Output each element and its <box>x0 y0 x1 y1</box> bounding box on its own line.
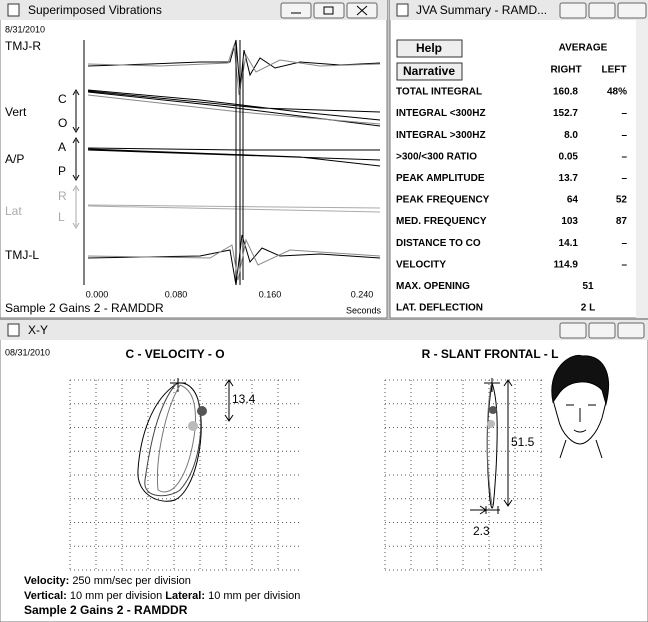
scrollbar[interactable] <box>636 20 648 318</box>
window-controls[interactable] <box>560 3 646 18</box>
window-title: Superimposed Vibrations <box>28 3 162 17</box>
vibrations-window <box>0 0 387 318</box>
channel-label: O <box>58 116 67 130</box>
channel-label: R <box>58 189 67 203</box>
row-right: 14.1 <box>559 238 579 249</box>
button-label[interactable]: Narrative <box>403 64 455 78</box>
x-tick-label: 0.160 <box>259 289 282 299</box>
channel-label: Lat <box>5 204 22 218</box>
titlebar <box>0 320 648 340</box>
screen: Superimposed Vibrations 8/31/2010 TMJ-R … <box>0 0 648 622</box>
row-left: – <box>621 238 627 249</box>
window-controls[interactable] <box>281 3 377 18</box>
column-header: LEFT <box>602 65 627 76</box>
row-label: INTEGRAL <300HZ <box>396 108 486 119</box>
scale-note: Velocity: 250 mm/sec per division <box>24 575 191 587</box>
row-label: MED. FREQUENCY <box>396 216 487 227</box>
row-label: >300/<300 RATIO <box>396 151 477 162</box>
row-label: PEAK FREQUENCY <box>396 195 490 206</box>
x-tick-label: 0.080 <box>165 289 188 299</box>
row-label: LAT. DEFLECTION <box>396 303 483 314</box>
row-label: INTEGRAL >300HZ <box>396 130 486 141</box>
scale-label: Lateral: <box>165 590 205 602</box>
window-title: X-Y <box>28 323 48 337</box>
row-left: – <box>621 108 627 119</box>
row-value: 2 L <box>581 303 595 314</box>
annotation: 13.4 <box>232 392 256 406</box>
date: 08/31/2010 <box>5 347 50 357</box>
window-icon <box>397 4 408 16</box>
row-left: – <box>621 151 627 162</box>
row-left: – <box>621 173 627 184</box>
channel-label: A <box>58 140 66 154</box>
column-header: AVERAGE <box>559 43 608 54</box>
scale-text: 10 mm per division <box>208 590 300 602</box>
annotation: 51.5 <box>511 435 535 449</box>
channel-label: TMJ-R <box>5 39 41 53</box>
row-label: PEAK AMPLITUDE <box>396 173 485 184</box>
footer: Sample 2 Gains 2 - RAMDDR <box>24 603 188 617</box>
row-label: VELOCITY <box>396 259 446 270</box>
channel-label: A/P <box>5 152 24 166</box>
row-left: 52 <box>616 195 628 206</box>
row-left: – <box>621 130 627 141</box>
date: 8/31/2010 <box>5 24 45 34</box>
row-label: TOTAL INTEGRAL <box>396 87 482 98</box>
row-right: 160.8 <box>553 87 578 98</box>
row-label: MAX. OPENING <box>396 281 470 292</box>
row-right: 0.05 <box>559 151 579 162</box>
row-value: 51 <box>582 281 594 292</box>
footer: Sample 2 Gains 2 - RAMDDR <box>5 301 164 315</box>
scale-text: 250 mm/sec per division <box>72 575 191 587</box>
row-right: 152.7 <box>553 108 578 119</box>
row-right: 114.9 <box>554 259 579 270</box>
channel-label: P <box>58 164 66 178</box>
channel-label: TMJ-L <box>5 248 39 262</box>
row-left: 48% <box>607 87 627 98</box>
row-label: DISTANCE TO CO <box>396 238 481 249</box>
row-left: – <box>621 259 627 270</box>
axis-label: Seconds <box>346 305 382 315</box>
x-tick-label: 0.240 <box>351 289 374 299</box>
scale-note: Vertical: 10 mm per division Lateral: 10… <box>24 590 300 602</box>
window-icon <box>8 4 19 16</box>
row-right: 64 <box>567 195 579 206</box>
plot-title: C - VELOCITY - O <box>125 347 224 361</box>
annotation: 2.3 <box>473 524 490 538</box>
scale-text: 10 mm per division <box>70 590 162 602</box>
x-tick-label: 0.000 <box>86 289 109 299</box>
channel-label: C <box>58 92 67 106</box>
window-controls[interactable] <box>560 323 644 338</box>
button-label[interactable]: Help <box>416 41 442 55</box>
row-right: 13.7 <box>559 173 579 184</box>
row-left: 87 <box>616 216 628 227</box>
scale-label: Velocity: <box>24 575 69 587</box>
channel-label: Vert <box>5 105 27 119</box>
window-icon <box>8 324 19 336</box>
window-title: JVA Summary - RAMD... <box>416 3 547 17</box>
plot-title: R - SLANT FRONTAL - L <box>422 347 559 361</box>
column-header: RIGHT <box>550 65 581 76</box>
row-right: 8.0 <box>564 130 578 141</box>
channel-label: L <box>58 210 65 224</box>
row-right: 103 <box>561 216 578 227</box>
scale-label: Vertical: <box>24 590 67 602</box>
